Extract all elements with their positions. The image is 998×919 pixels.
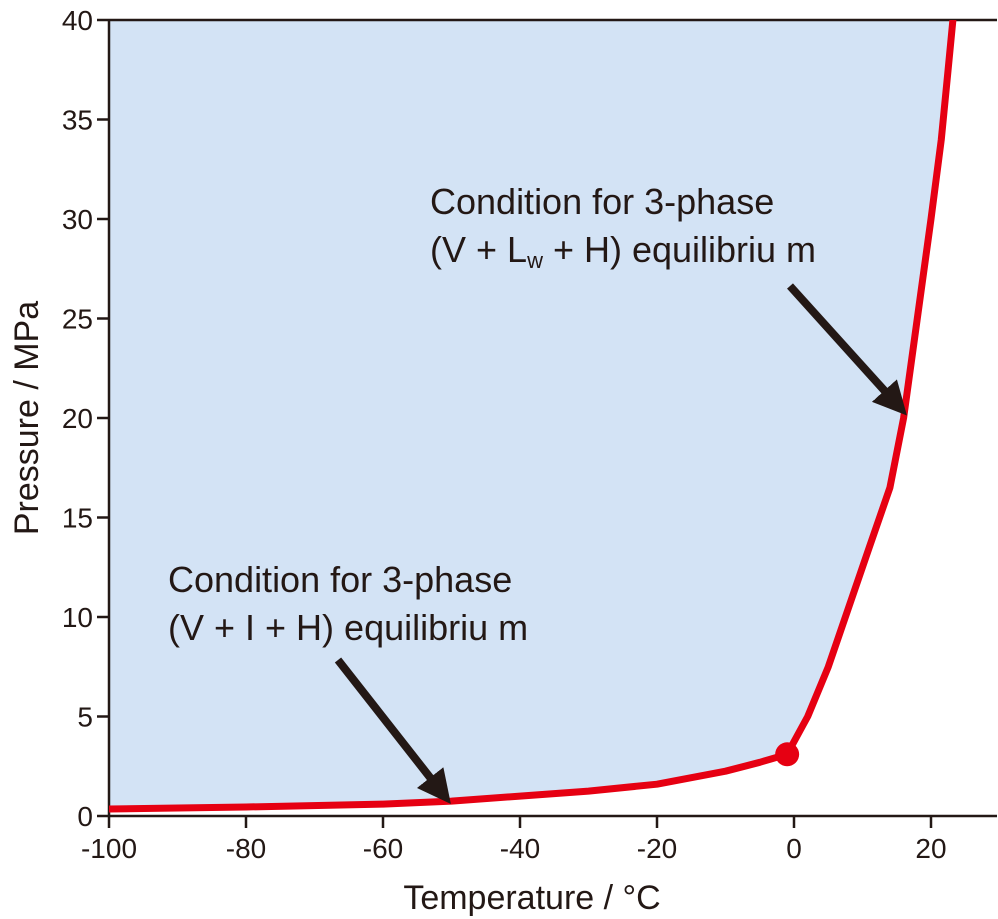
x-tick-label: 20 — [915, 833, 946, 864]
annotation-liquid-water-line1: Condition for 3-phase — [430, 181, 774, 222]
equilibrium-curves — [109, 20, 957, 813]
annotation-liquid-water-line2-part1: (V + L — [430, 229, 527, 270]
y-tick-label: 40 — [62, 5, 93, 36]
annotation-ice-line1: Condition for 3-phase — [168, 559, 512, 600]
x-tick-label: 0 — [786, 833, 802, 864]
annotation-ice-arrow — [334, 657, 451, 805]
equilibrium-curve-2 — [783, 20, 957, 758]
annotation-liquid-water: Condition for 3-phase (V + Lw + H) equil… — [430, 181, 907, 416]
annotation-liquid-water-subscript: w — [526, 248, 543, 273]
annotation-liquid-water-arrow — [787, 283, 907, 416]
y-tick-label: 5 — [77, 702, 93, 733]
y-tick-label: 30 — [62, 204, 93, 235]
y-tick-label: 20 — [62, 403, 93, 434]
y-tick-label: 0 — [77, 801, 93, 832]
axes: -100 -80 -60 -40 -20 0 20 0 5 10 15 20 25 30 35 40 — [62, 5, 997, 864]
y-tick-label: 15 — [62, 503, 93, 534]
x-axis-title: Temperature / °C — [403, 879, 660, 917]
y-tick-label: 25 — [62, 304, 93, 335]
y-axis-title: Pressure / MPa — [8, 301, 46, 535]
y-tick-label: 10 — [62, 602, 93, 633]
y-tick-label: 35 — [62, 105, 93, 136]
x-tick-label: -80 — [226, 833, 266, 864]
x-tick-label: -40 — [500, 833, 540, 864]
x-tick-label: -20 — [637, 833, 677, 864]
annotation-ice-line2: (V + I + H) equilibriu m — [168, 607, 528, 648]
annotation-liquid-water-line2: (V + Lw + H) equilibriu m — [430, 229, 816, 273]
annotation-liquid-water-line2-part2: + H) equilibriu m — [543, 229, 816, 270]
quadruple-point-marker — [775, 742, 800, 767]
hydrate-stable-region — [109, 20, 953, 810]
equilibrium-curve-1 — [109, 750, 791, 813]
x-tick-label: -60 — [363, 833, 403, 864]
annotation-ice: Condition for 3-phase (V + I + H) equili… — [168, 559, 528, 805]
x-tick-label: -100 — [81, 833, 137, 864]
